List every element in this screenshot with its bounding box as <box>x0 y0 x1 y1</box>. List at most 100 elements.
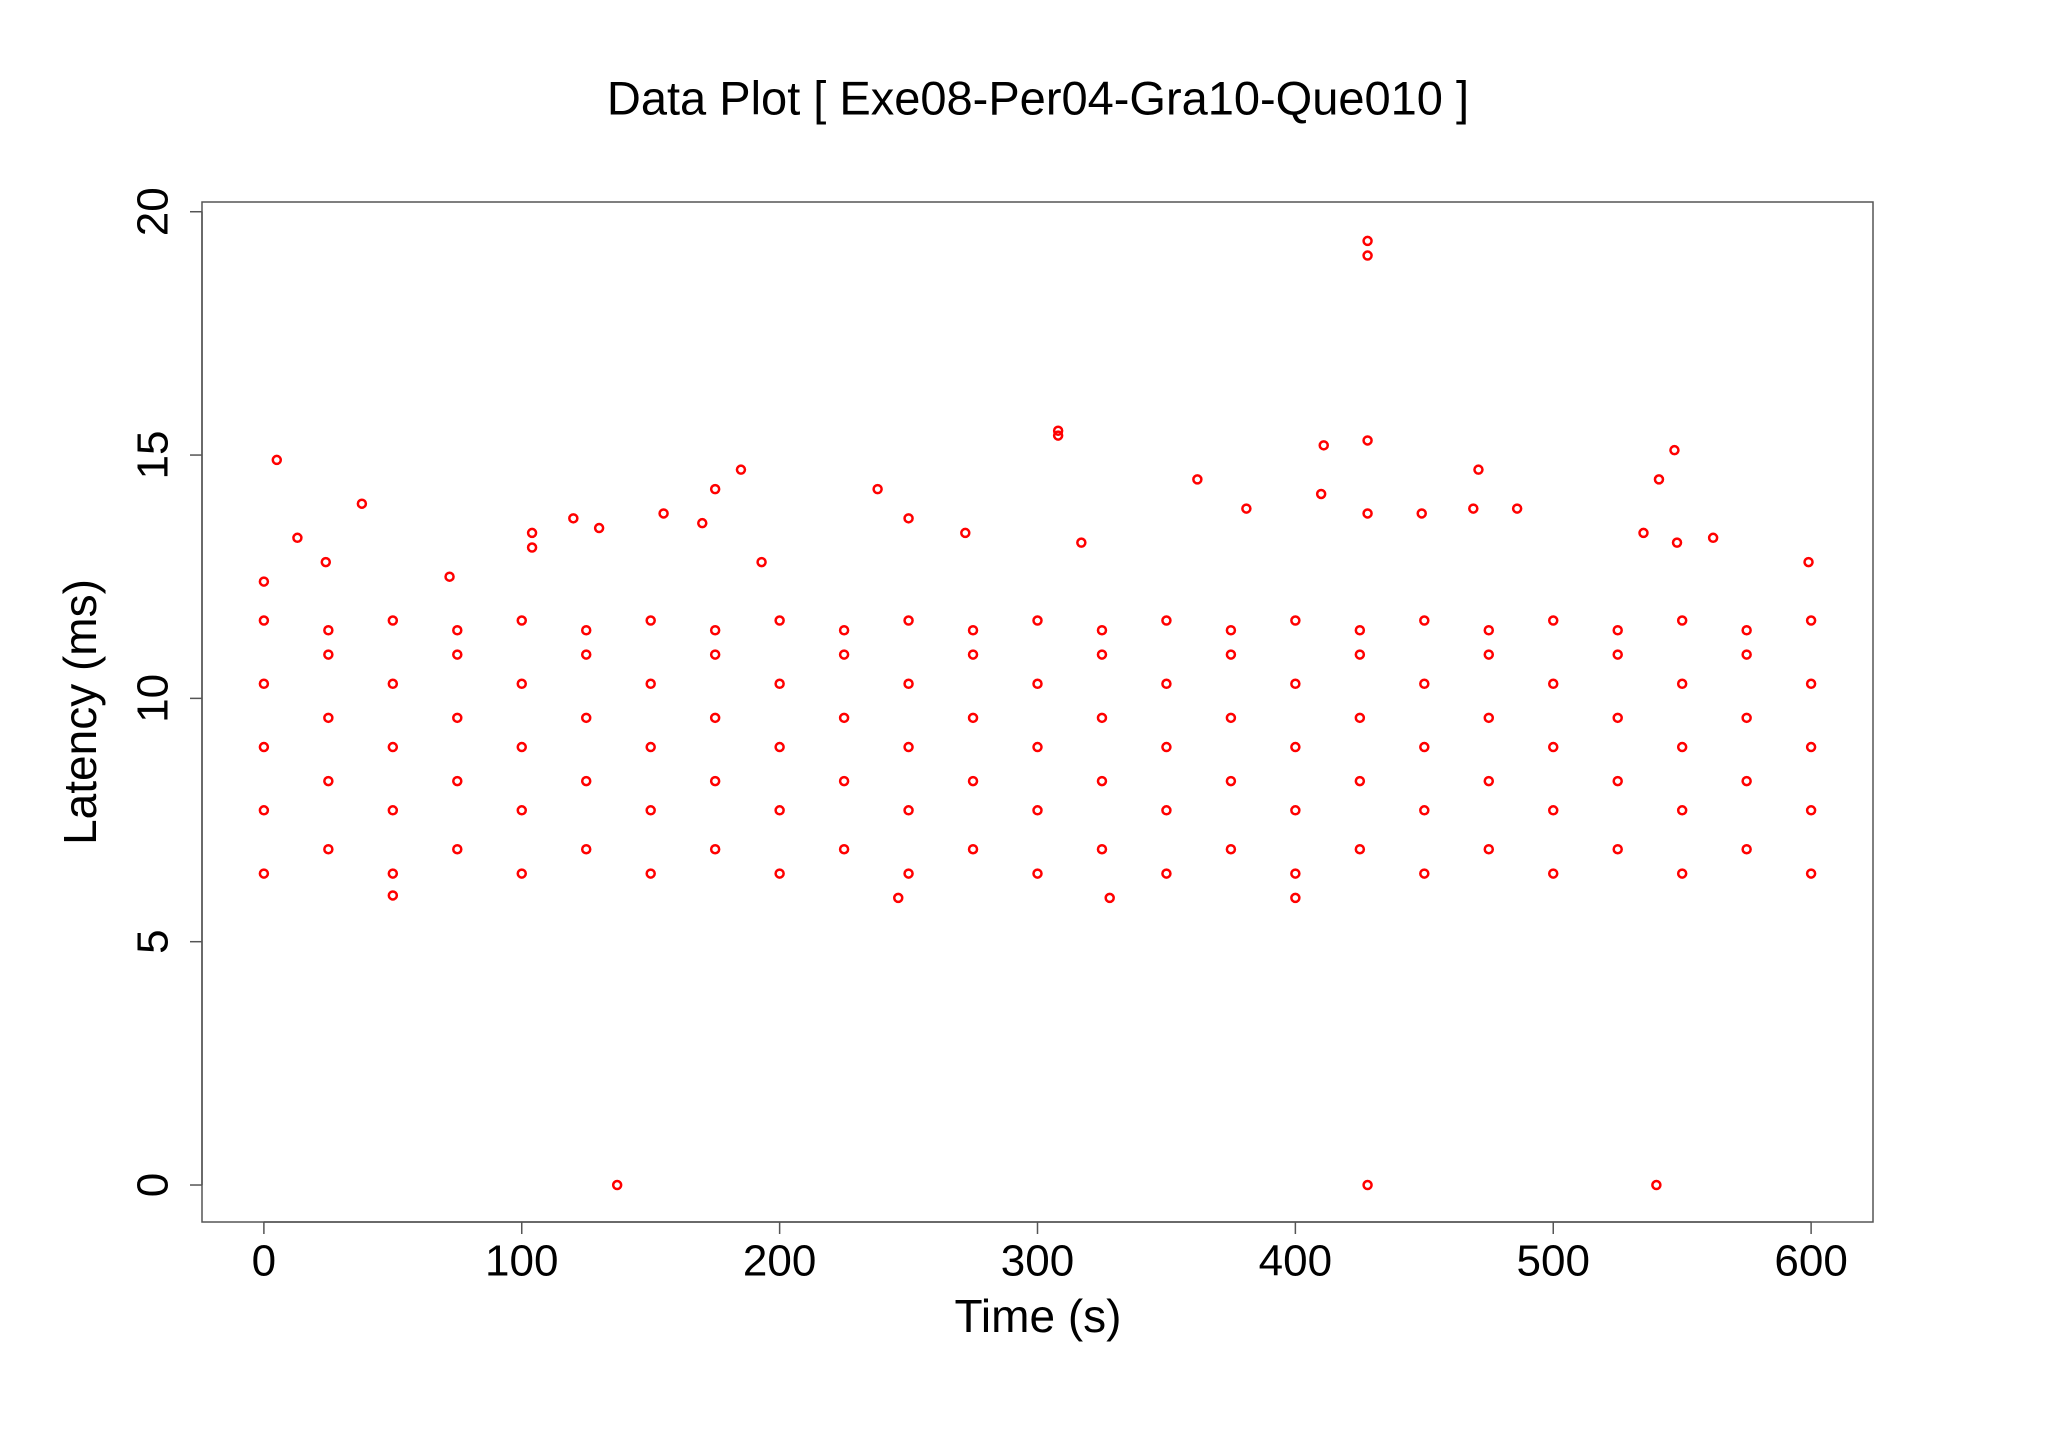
point <box>1318 440 1329 451</box>
point <box>1547 615 1559 626</box>
point <box>1676 615 1688 626</box>
point <box>452 712 463 724</box>
point <box>1032 741 1043 753</box>
point <box>1707 532 1719 544</box>
point <box>645 868 656 879</box>
point <box>1741 624 1752 636</box>
point <box>645 678 656 690</box>
point <box>903 805 914 816</box>
point <box>1483 624 1495 636</box>
point <box>1741 843 1752 855</box>
point <box>645 805 656 816</box>
point <box>1483 712 1495 724</box>
point <box>1032 868 1043 879</box>
point <box>1676 741 1688 753</box>
x-tick-label: 200 <box>743 1237 816 1286</box>
point <box>292 532 303 544</box>
point <box>387 868 399 879</box>
point <box>1354 624 1366 636</box>
point <box>1032 678 1043 690</box>
point <box>258 615 270 626</box>
point <box>1419 678 1430 690</box>
point <box>1290 892 1301 904</box>
point <box>903 678 914 690</box>
x-tick-label: 300 <box>1001 1237 1074 1286</box>
point <box>1354 843 1366 855</box>
point <box>1032 805 1043 816</box>
point <box>774 868 785 879</box>
point <box>1612 649 1623 660</box>
point <box>709 483 721 495</box>
point <box>1096 624 1108 636</box>
point <box>903 513 914 524</box>
point <box>516 868 528 879</box>
point <box>1741 775 1752 787</box>
point <box>1468 503 1479 514</box>
point <box>1741 649 1752 660</box>
point <box>709 624 721 636</box>
point <box>516 678 528 690</box>
point <box>893 892 904 904</box>
point <box>1805 741 1817 753</box>
point <box>452 843 463 855</box>
point <box>1676 678 1688 690</box>
point <box>1669 444 1680 456</box>
point <box>1096 843 1108 855</box>
point <box>872 483 883 495</box>
point <box>967 624 979 636</box>
point <box>611 1179 623 1191</box>
point <box>645 615 656 626</box>
point <box>1653 474 1665 485</box>
point <box>774 615 785 626</box>
point <box>903 615 914 626</box>
point <box>1547 678 1559 690</box>
point <box>452 624 463 636</box>
y-axis-label: Latency (ms) <box>54 579 106 845</box>
point <box>580 712 592 724</box>
point <box>526 542 538 553</box>
point <box>774 678 785 690</box>
point <box>1419 615 1430 626</box>
point <box>709 775 721 787</box>
point <box>1612 775 1623 787</box>
point <box>593 522 605 534</box>
point <box>1741 712 1752 724</box>
point <box>838 624 850 636</box>
point <box>1805 678 1817 690</box>
x-tick-label: 500 <box>1517 1237 1590 1286</box>
point <box>838 712 850 724</box>
point <box>1362 435 1373 446</box>
point <box>774 805 785 816</box>
point <box>1511 503 1523 514</box>
point <box>568 513 579 524</box>
point <box>1161 741 1172 753</box>
point <box>1161 615 1172 626</box>
point <box>1483 775 1495 787</box>
point <box>967 649 979 660</box>
point <box>1651 1179 1662 1191</box>
point <box>258 805 270 816</box>
y-tick-label: 15 <box>129 431 178 480</box>
chart-title: Data Plot [ Exe08-Per04-Gra10-Que010 ] <box>607 71 1469 124</box>
point <box>1419 741 1430 753</box>
point <box>903 741 914 753</box>
point <box>1671 537 1683 548</box>
y-tick-label: 10 <box>129 674 178 723</box>
point <box>1354 775 1366 787</box>
x-axis-label: Time (s) <box>955 1290 1122 1342</box>
point <box>1805 615 1817 626</box>
point <box>1225 775 1237 787</box>
point <box>774 741 785 753</box>
x-tick-label: 600 <box>1774 1237 1847 1286</box>
point <box>323 843 334 855</box>
point <box>709 712 721 724</box>
point <box>323 712 334 724</box>
point <box>323 624 334 636</box>
point <box>1225 712 1237 724</box>
point <box>1290 868 1301 879</box>
point <box>756 556 767 568</box>
point <box>580 843 592 855</box>
point <box>271 454 283 466</box>
